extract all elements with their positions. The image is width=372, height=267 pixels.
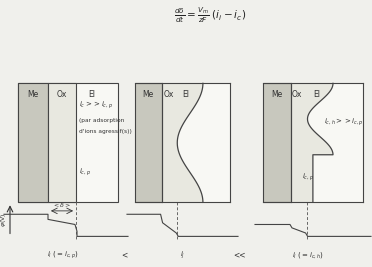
Text: d'ions agressif(s)): d'ions agressif(s)) xyxy=(79,129,132,134)
Text: El: El xyxy=(182,90,189,99)
Bar xyxy=(135,83,230,202)
Text: $\frac{d\delta}{dt} = \frac{V_m}{zF}\ (i_i - i_c)$: $\frac{d\delta}{dt} = \frac{V_m}{zF}\ (i… xyxy=(174,5,246,25)
Text: Ox: Ox xyxy=(57,90,67,99)
Text: Ox: Ox xyxy=(164,90,174,99)
Polygon shape xyxy=(161,83,203,202)
Text: $i_{c,h} >> i_{c,p}$: $i_{c,h} >> i_{c,p}$ xyxy=(324,117,364,128)
Text: (par adsorption: (par adsorption xyxy=(79,119,124,123)
Bar xyxy=(18,83,48,202)
Text: $i_{c,p}$: $i_{c,p}$ xyxy=(302,171,314,183)
Text: $i_j$: $i_j$ xyxy=(180,250,185,261)
Bar xyxy=(48,83,76,202)
Text: El: El xyxy=(313,90,320,99)
Text: Me: Me xyxy=(272,90,283,99)
Text: $<\delta>$: $<\delta>$ xyxy=(52,201,72,209)
Text: $i_c >> i_{c,p}$: $i_c >> i_{c,p}$ xyxy=(79,100,113,111)
Text: $\varphi$(V): $\varphi$(V) xyxy=(0,212,8,227)
Polygon shape xyxy=(291,83,333,202)
Text: $i_i\ (=i_{c,p})$: $i_i\ (=i_{c,p})$ xyxy=(47,250,79,261)
Text: El: El xyxy=(89,90,96,99)
Text: Ox: Ox xyxy=(292,90,302,99)
Bar xyxy=(18,83,118,202)
Bar xyxy=(135,83,161,202)
Text: $i_{c,p}$: $i_{c,p}$ xyxy=(79,166,91,178)
Text: Me: Me xyxy=(28,90,39,99)
Text: Me: Me xyxy=(143,90,154,99)
Text: <<: << xyxy=(233,250,246,259)
Bar xyxy=(263,83,363,202)
Text: <: < xyxy=(121,250,127,259)
Bar xyxy=(263,83,291,202)
Text: $i_i\ (=i_{c,h})$: $i_i\ (=i_{c,h})$ xyxy=(292,250,324,260)
